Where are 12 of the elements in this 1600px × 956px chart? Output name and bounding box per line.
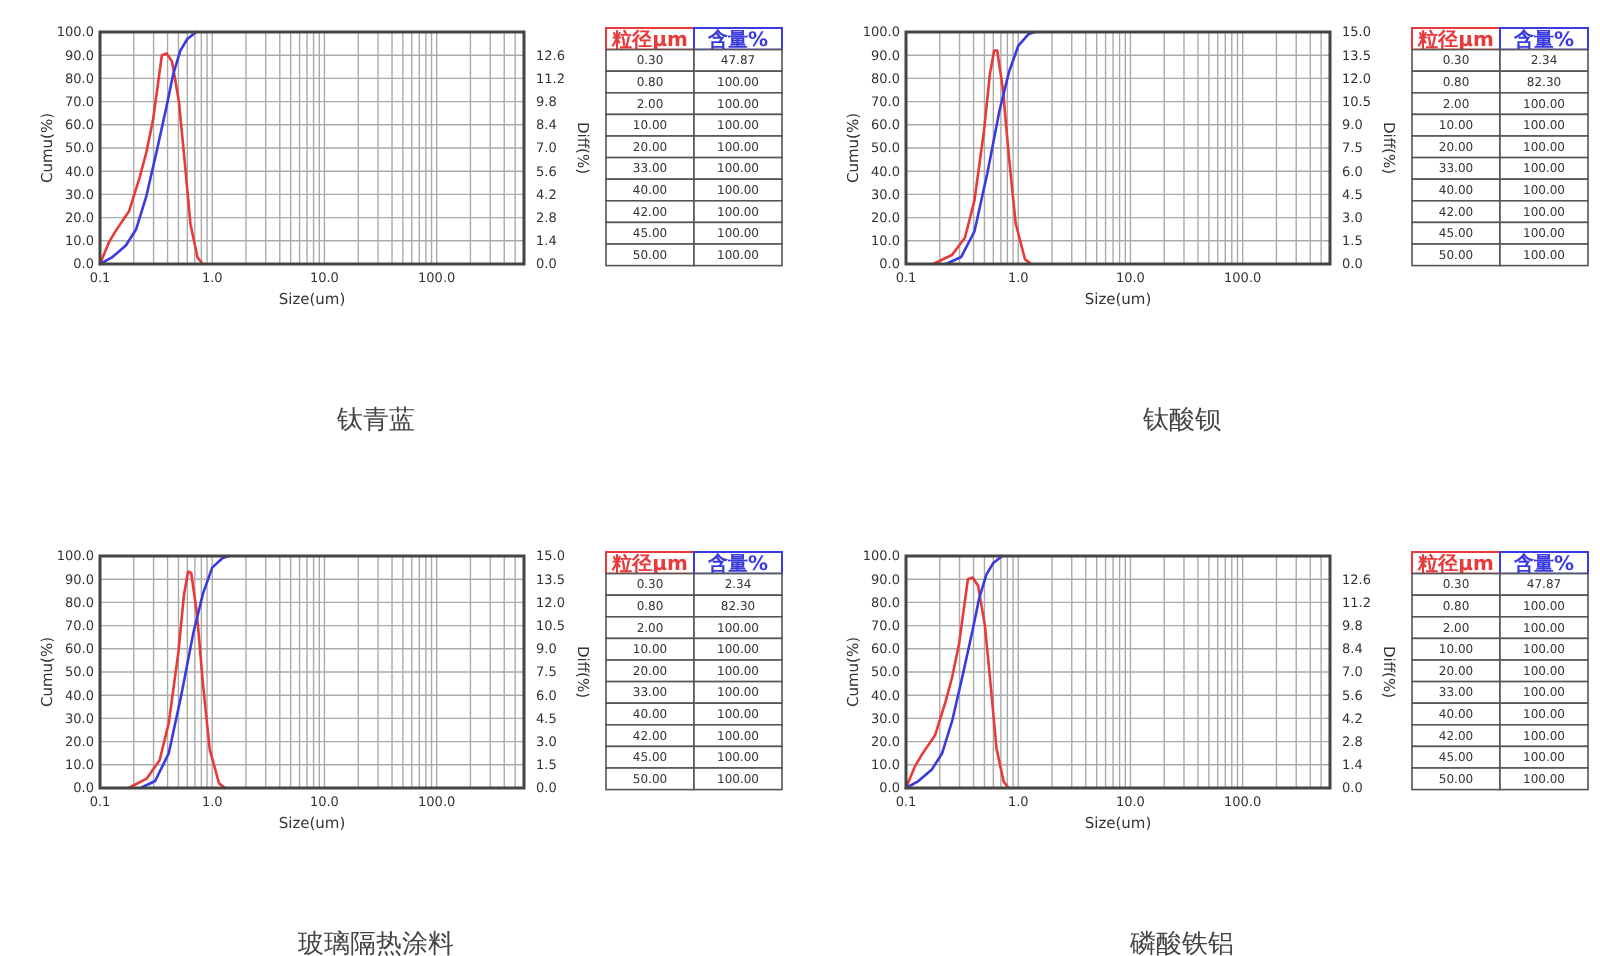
text: 粒径μm xyxy=(1416,27,1494,52)
text: 粒径μm xyxy=(610,27,688,52)
text: 含量% xyxy=(1511,27,1575,52)
text: 钛青蓝 xyxy=(335,406,415,436)
text: 粒径μm xyxy=(610,551,688,576)
text: 磷酸铁铝 xyxy=(1128,930,1234,956)
text: 含量% xyxy=(1511,551,1575,576)
text: 含量% xyxy=(705,27,769,52)
text: 含量% xyxy=(705,551,769,576)
text: 粒径μm xyxy=(1416,551,1494,576)
text: 钛酸钡 xyxy=(1141,406,1221,436)
text: 玻璃隔热涂料 xyxy=(298,930,454,956)
